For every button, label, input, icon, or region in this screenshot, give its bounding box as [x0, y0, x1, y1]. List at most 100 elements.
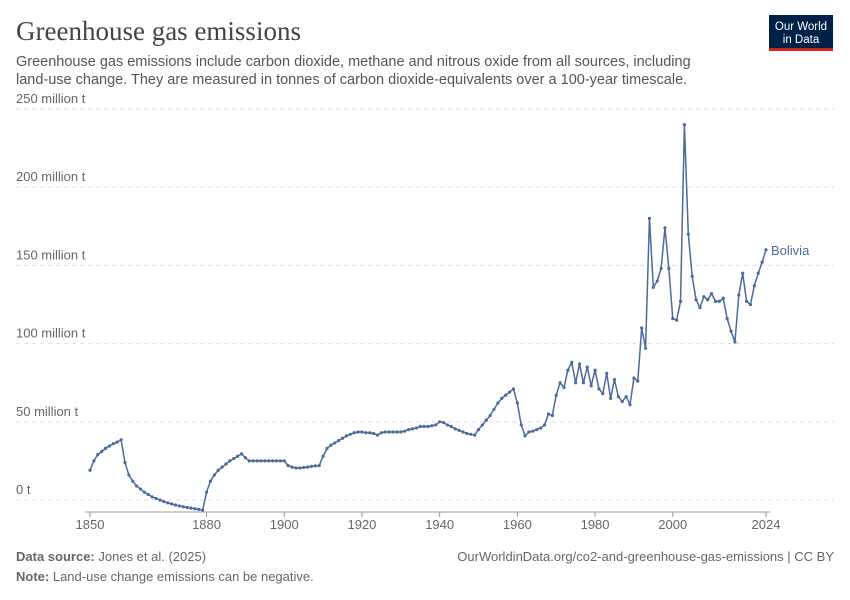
point — [558, 381, 562, 385]
point — [267, 459, 271, 463]
subtitle: land-use change. They are measured in to… — [16, 72, 687, 88]
point — [418, 424, 422, 429]
point — [100, 449, 104, 454]
x-tick-label: 1940 — [425, 517, 454, 532]
point — [469, 432, 473, 436]
point — [713, 299, 718, 303]
point — [733, 340, 737, 344]
point — [263, 459, 267, 463]
point — [612, 377, 617, 382]
point — [364, 431, 368, 435]
point — [329, 443, 333, 447]
point — [554, 393, 558, 397]
point — [189, 506, 193, 510]
point — [274, 459, 279, 463]
point — [492, 407, 496, 411]
x-tick-label: 2000 — [658, 517, 687, 532]
point — [236, 454, 240, 458]
y-tick-label: 200 million t — [16, 169, 86, 184]
point — [764, 248, 768, 252]
point — [123, 460, 127, 465]
point — [434, 423, 438, 427]
point — [620, 399, 624, 404]
point — [344, 434, 349, 438]
point — [574, 381, 578, 385]
point — [729, 329, 733, 333]
source-text: Jones et al. (2025) — [98, 549, 206, 564]
point — [88, 468, 92, 472]
point — [290, 465, 294, 469]
point — [146, 492, 150, 497]
point — [737, 293, 741, 297]
point — [325, 446, 329, 450]
point — [461, 430, 465, 434]
point — [107, 444, 112, 448]
point — [313, 464, 317, 468]
point — [166, 501, 170, 505]
point — [640, 326, 644, 330]
point — [484, 418, 488, 422]
subtitle: Greenhouse gas emissions include carbon … — [16, 54, 691, 70]
point — [663, 226, 667, 230]
y-tick-label: 150 million t — [16, 247, 86, 262]
point — [177, 504, 181, 508]
point — [185, 505, 189, 510]
point — [150, 495, 154, 499]
point — [356, 430, 360, 434]
point — [270, 459, 275, 463]
note: Note: Land-use change emissions can be n… — [16, 569, 314, 584]
point — [333, 441, 337, 445]
point — [298, 466, 302, 470]
point — [449, 424, 453, 429]
point — [527, 430, 531, 434]
point — [251, 459, 255, 463]
point — [457, 428, 461, 433]
point — [96, 453, 100, 457]
point — [232, 456, 236, 461]
point — [228, 459, 232, 463]
chart-title: Greenhouse gas emissions — [16, 16, 301, 46]
x-tick-label: 1880 — [192, 517, 221, 532]
point — [647, 216, 652, 221]
point — [690, 274, 694, 278]
point — [589, 384, 593, 388]
point — [387, 430, 391, 434]
point — [115, 440, 119, 444]
point — [255, 459, 259, 463]
point — [294, 466, 298, 470]
point — [348, 432, 352, 436]
y-tick-label: 0 t — [16, 482, 31, 497]
point — [632, 376, 636, 380]
point — [119, 438, 123, 442]
point — [395, 430, 399, 434]
point — [597, 387, 601, 391]
point — [500, 396, 504, 400]
y-tick-label: 250 million t — [16, 91, 86, 106]
point — [204, 490, 209, 494]
point — [760, 260, 764, 264]
point — [476, 428, 481, 432]
point — [224, 462, 228, 466]
point — [593, 368, 597, 372]
point — [725, 316, 729, 321]
point — [651, 285, 655, 289]
url[interactable]: OurWorldinData.org/co2-and-greenhouse-ga… — [457, 549, 834, 564]
point — [383, 430, 387, 434]
point — [426, 424, 430, 429]
point — [686, 232, 690, 236]
point — [403, 429, 407, 433]
point — [375, 433, 380, 437]
point — [542, 423, 547, 427]
series-label: Bolivia — [771, 243, 810, 258]
point — [577, 362, 582, 366]
point — [169, 502, 174, 506]
point — [138, 487, 143, 491]
point — [305, 465, 310, 469]
point — [608, 396, 613, 400]
logo[interactable]: Our World in Data — [769, 15, 833, 51]
point — [717, 299, 721, 303]
logo-bar — [769, 48, 833, 51]
point — [748, 302, 753, 307]
point — [550, 413, 554, 418]
